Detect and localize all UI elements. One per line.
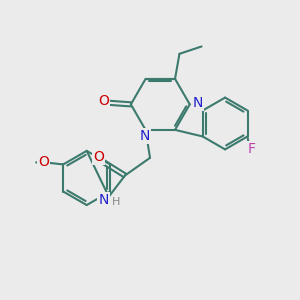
Text: O: O (93, 150, 104, 164)
Text: O: O (38, 155, 49, 169)
Text: H: H (112, 197, 120, 207)
Text: N: N (98, 193, 109, 207)
Text: N: N (140, 129, 150, 143)
Text: O: O (98, 94, 109, 108)
Text: F: F (248, 142, 256, 156)
Text: N: N (193, 96, 203, 110)
